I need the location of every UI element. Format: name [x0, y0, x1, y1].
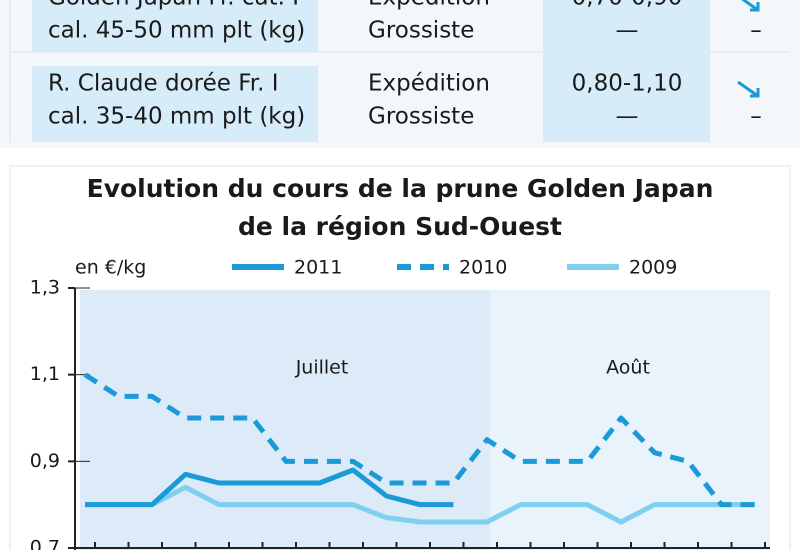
y-tick-label: 0,9: [30, 450, 60, 472]
month-panel: [490, 290, 770, 550]
section-label: Août: [606, 357, 650, 379]
series-line: [85, 484, 755, 525]
cell-bg: [32, 0, 318, 52]
legend-label: 2010: [459, 257, 507, 279]
plot: 0,7 0,9 1,1 1,3 2011 2010 2009: [30, 257, 770, 550]
price: 0,70-0,90: [572, 0, 683, 11]
stage: Grossiste: [368, 104, 474, 130]
y-tick-label: 0,7: [30, 537, 60, 550]
product: cal. 45-50 mm plt (kg): [48, 18, 305, 44]
stage: Expédition: [368, 71, 490, 97]
product: Golden Japan Fr. cat. I: [48, 0, 299, 11]
series-line: [85, 467, 454, 508]
product: cal. 35-40 mm plt (kg): [48, 104, 305, 130]
legend-label: 2011: [294, 257, 342, 279]
stage: Grossiste: [368, 18, 474, 44]
cell-bg: [543, 0, 710, 142]
price: —: [616, 104, 639, 130]
trend: –: [750, 18, 762, 44]
chart-title: Evolution du cours de la prune Golden Ja…: [87, 174, 714, 203]
legend-label: 2009: [629, 257, 677, 279]
price: —: [616, 18, 639, 44]
y-tick-label: 1,1: [30, 363, 60, 385]
trend: –: [750, 104, 762, 130]
trend-arrow: [737, 80, 760, 98]
cell-bg: [32, 66, 318, 142]
series-line: [83, 372, 755, 508]
stage: Expédition: [368, 0, 490, 11]
table: Golden Japan Fr. cat. I cal. 45-50 mm plt…: [48, 0, 762, 130]
product: R. Claude dorée Fr. I: [48, 71, 279, 97]
price: 0,80-1,10: [572, 71, 683, 97]
y-tick-label: 1,3: [30, 277, 60, 299]
trend-arrow: [741, 0, 760, 12]
y-axis-label: en €/kg: [75, 257, 146, 279]
section-label: Juillet: [295, 357, 349, 379]
chart-title: de la région Sud-Ouest: [238, 212, 562, 241]
month-panel: [80, 290, 490, 550]
